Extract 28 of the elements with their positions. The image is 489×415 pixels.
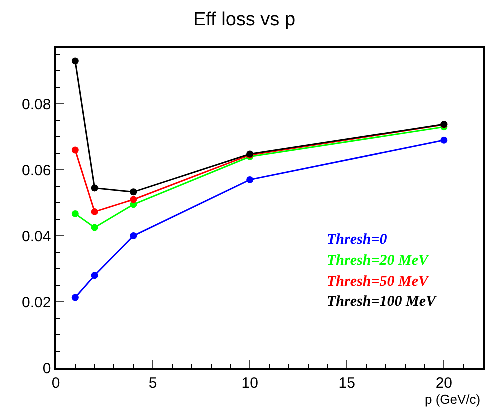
y-tick-label: 0.02 <box>22 294 52 312</box>
x-tick-label: 10 <box>242 374 258 392</box>
point <box>91 208 98 216</box>
x-tick-label: 5 <box>148 374 158 392</box>
point <box>440 136 448 144</box>
x-tick-label: 15 <box>338 374 356 392</box>
text: Thresh=100 MeV <box>327 294 438 310</box>
point <box>246 176 254 184</box>
point <box>72 146 79 154</box>
point <box>130 188 138 196</box>
point <box>72 294 79 302</box>
chart-title: Eff loss vs p <box>193 9 296 30</box>
point <box>72 58 79 65</box>
x-tick-label: 20 <box>436 374 453 392</box>
point <box>130 232 138 240</box>
point <box>91 272 98 280</box>
x-axis-title: p (GeV/c) <box>425 392 481 407</box>
text: Thresh=20 MeV <box>327 253 430 269</box>
y-tick-label: 0.06 <box>22 162 52 180</box>
y-tick-label: 0.04 <box>22 228 52 246</box>
y-tick-label: 0.08 <box>22 96 52 114</box>
point <box>130 196 138 204</box>
text: Thresh=50 MeV <box>327 274 430 290</box>
y-tick-label: 0 <box>42 360 52 378</box>
point <box>91 224 98 232</box>
text: Thresh=0 <box>327 232 388 248</box>
point <box>91 184 98 192</box>
point <box>72 210 79 218</box>
